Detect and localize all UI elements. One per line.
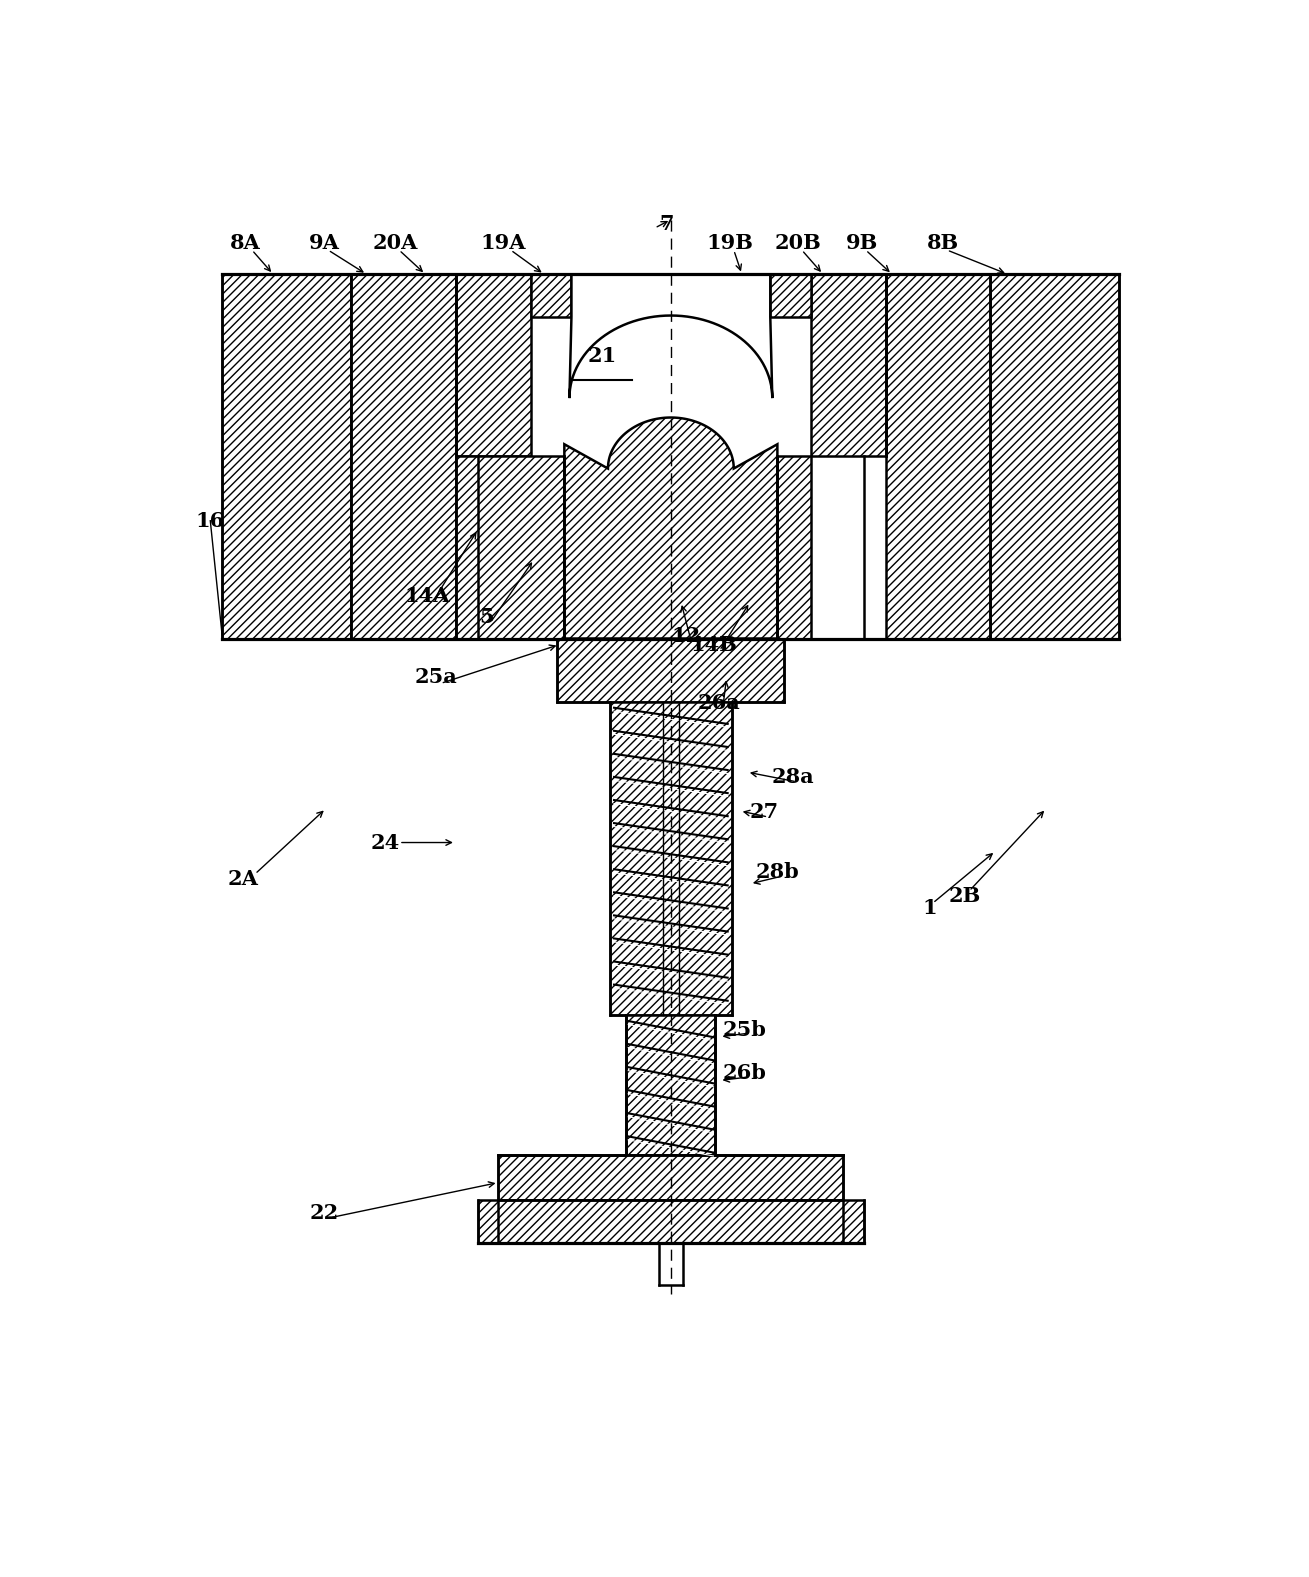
Text: 28a: 28a	[771, 766, 814, 787]
Text: 7: 7	[660, 214, 674, 235]
Bar	[478, 1200, 864, 1243]
Text: 14B: 14B	[690, 634, 737, 654]
Text: 25a: 25a	[414, 667, 457, 688]
Text: 20B: 20B	[775, 233, 821, 252]
Text: 9B: 9B	[846, 233, 878, 252]
Polygon shape	[531, 274, 572, 317]
Text: 8A: 8A	[229, 233, 260, 252]
Text: 28b: 28b	[755, 861, 800, 882]
Text: 19B: 19B	[707, 233, 753, 252]
Bar	[499, 1154, 843, 1200]
Bar	[991, 274, 1119, 639]
Text: 12: 12	[672, 626, 700, 647]
Text: 9A: 9A	[309, 233, 339, 252]
Text: 27: 27	[750, 803, 779, 822]
Text: 22: 22	[309, 1203, 339, 1222]
Bar	[610, 702, 732, 1016]
Polygon shape	[770, 274, 810, 317]
Text: 24: 24	[370, 833, 399, 853]
Text: 19A: 19A	[480, 233, 526, 252]
Text: 26b: 26b	[723, 1063, 767, 1083]
Text: 20A: 20A	[372, 233, 418, 252]
Bar	[223, 274, 351, 639]
Text: 2B: 2B	[949, 886, 982, 905]
Text: 8B: 8B	[927, 233, 958, 252]
Bar	[558, 639, 784, 702]
Polygon shape	[886, 274, 991, 639]
Text: 1: 1	[923, 897, 937, 918]
Text: 26a: 26a	[698, 692, 740, 713]
Text: 2A: 2A	[228, 869, 258, 889]
Polygon shape	[456, 456, 564, 639]
Bar	[626, 1016, 716, 1154]
Polygon shape	[569, 274, 772, 397]
Text: 14A: 14A	[404, 587, 450, 606]
Text: 21: 21	[588, 345, 617, 366]
Polygon shape	[564, 418, 778, 639]
Polygon shape	[351, 274, 456, 639]
Polygon shape	[810, 274, 886, 456]
Text: 25b: 25b	[723, 1019, 767, 1039]
Polygon shape	[778, 456, 810, 639]
Text: 16: 16	[195, 511, 225, 531]
Polygon shape	[456, 274, 531, 456]
Text: 5: 5	[479, 607, 493, 626]
